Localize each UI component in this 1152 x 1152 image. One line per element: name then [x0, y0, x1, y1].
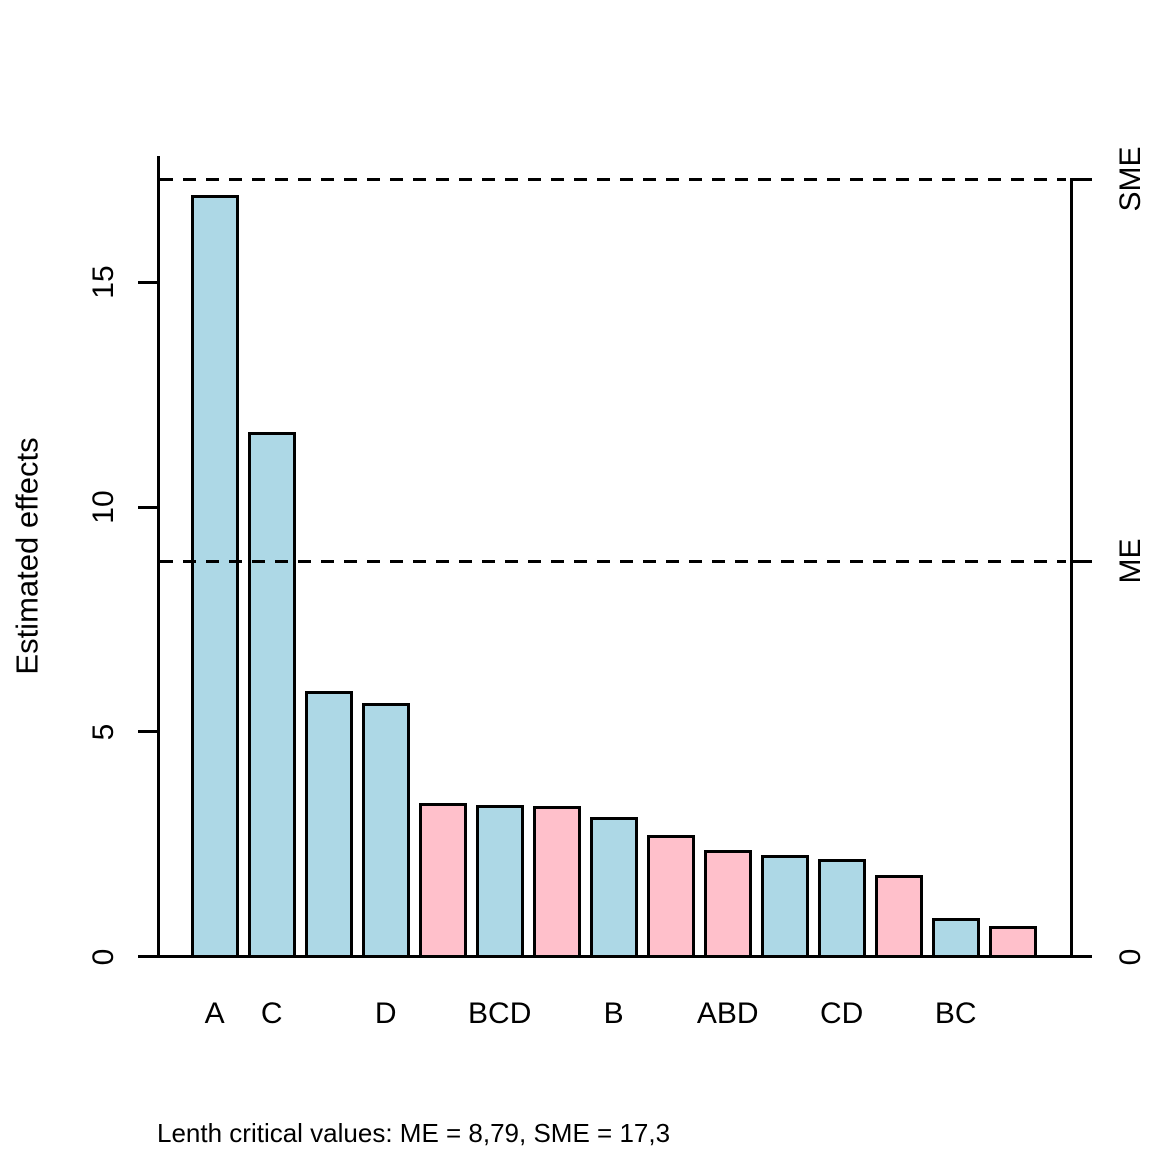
x-label-D: D [374, 997, 397, 1030]
right-axis-label-sme: SME [1114, 146, 1147, 212]
bar-D [361, 703, 410, 958]
y-axis-line [156, 156, 160, 958]
bar-A [190, 194, 239, 958]
bar-rank-13 [874, 874, 923, 958]
bar-rank-11 [760, 854, 809, 958]
y-tick-label-5: 5 [87, 723, 120, 741]
x-label-ABD: ABD [696, 997, 759, 1030]
right-axis-label-0: 0 [1114, 948, 1147, 965]
y-tick-label-0: 0 [87, 948, 120, 965]
y-axis-title: Estimated effects [9, 437, 45, 675]
right-tick-sme [1073, 177, 1092, 181]
caption-lenth-critical-values: Lenth critical values: ME = 8,79, SME = … [157, 1118, 671, 1148]
x-label-BCD: BCD [468, 997, 532, 1030]
bar-rank-7 [532, 805, 581, 958]
bar-C [247, 432, 296, 958]
bar-BCD [475, 804, 524, 958]
x-label-A: A [204, 997, 225, 1030]
y-tick-0 [138, 955, 157, 958]
right-axis-line [1070, 177, 1073, 958]
y-tick-label-10: 10 [87, 490, 120, 524]
right-tick-me [1073, 559, 1092, 563]
x-label-B: B [603, 997, 624, 1030]
bar-ABD [703, 850, 752, 958]
x-axis-line [156, 955, 1092, 958]
bar-BC [931, 917, 980, 958]
bar-rank-3 [304, 691, 353, 958]
bar-B [589, 817, 638, 958]
ref-line-me [159, 559, 1066, 563]
x-label-C: C [260, 997, 283, 1030]
bar-CD [817, 859, 866, 958]
right-axis-label-me: ME [1114, 538, 1147, 584]
x-label-BC: BC [934, 997, 977, 1030]
bar-rank-9 [646, 834, 695, 958]
y-tick-label-15: 15 [87, 265, 120, 300]
y-tick-5 [138, 730, 157, 734]
ref-line-sme [159, 177, 1066, 181]
bar-rank-15 [988, 926, 1037, 958]
y-tick-15 [138, 280, 157, 284]
bar-rank-5 [418, 802, 467, 958]
x-label-CD: CD [820, 997, 864, 1030]
y-tick-10 [138, 505, 157, 509]
